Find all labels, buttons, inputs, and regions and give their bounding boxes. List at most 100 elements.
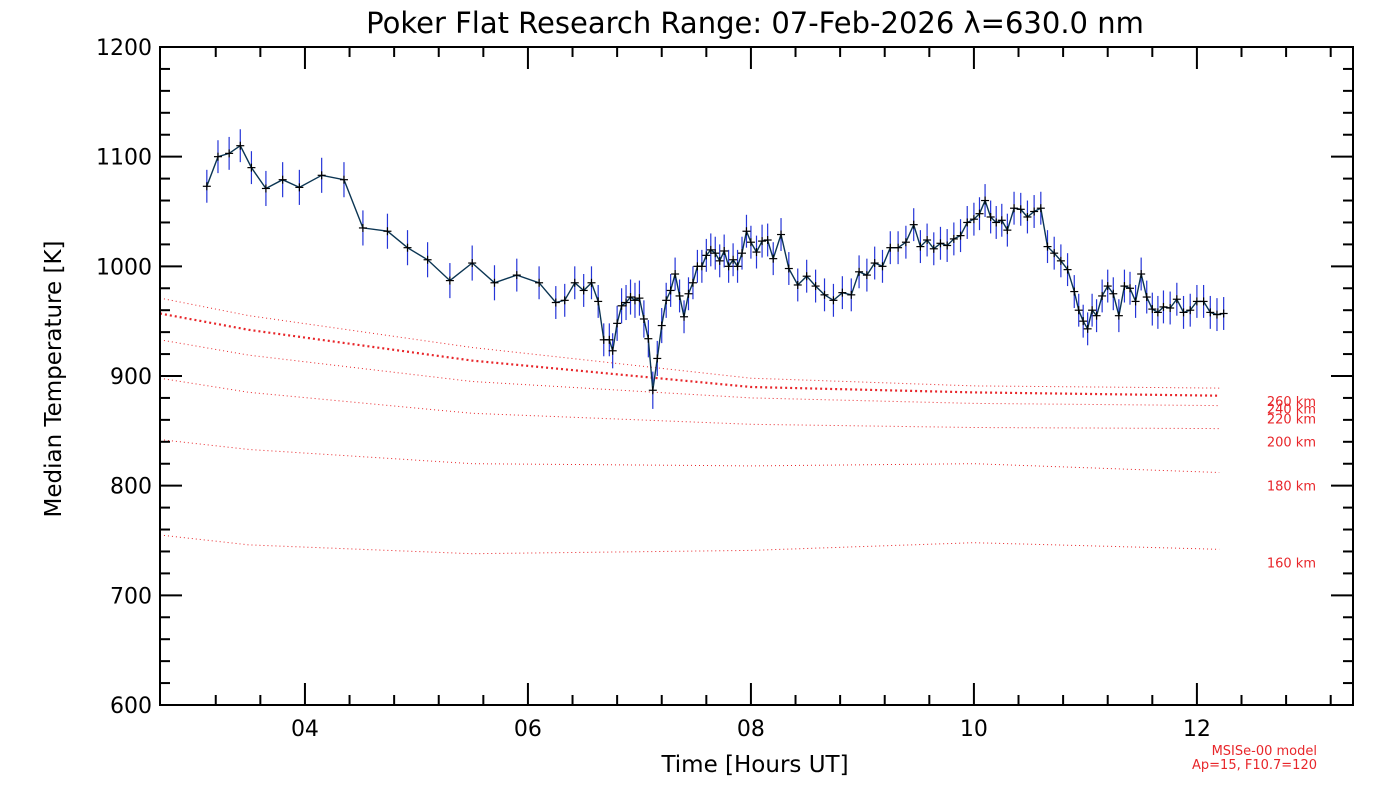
data-point — [247, 163, 256, 172]
data-point — [923, 236, 932, 245]
data-point — [784, 264, 793, 273]
data-point — [1126, 284, 1135, 293]
data-point — [1199, 297, 1208, 306]
data-point — [1219, 309, 1228, 318]
data-point — [697, 262, 706, 271]
y-tick-label: 900 — [110, 365, 152, 390]
data-point — [1142, 293, 1151, 302]
data-point — [1050, 249, 1059, 258]
axes: 600 700 800 900 1000 1100 1200 04 06 08 10 12 — [96, 36, 1354, 742]
data-point — [648, 386, 657, 395]
data-point — [1153, 308, 1162, 317]
data-point — [225, 149, 234, 158]
model-curve — [159, 312, 1220, 397]
data-point — [295, 183, 304, 192]
data-point — [1109, 289, 1118, 298]
data-point — [1120, 282, 1129, 291]
model-curve-label: 220 km — [1267, 413, 1316, 428]
data-point — [1088, 306, 1097, 315]
data-point — [829, 296, 838, 305]
model-note-line-1: MSISe-00 model — [1212, 744, 1317, 759]
x-tick-label: 08 — [737, 717, 765, 742]
model-curve-label: 180 km — [1267, 480, 1316, 495]
data-point — [702, 251, 711, 260]
data-point — [202, 182, 211, 191]
data-point — [1030, 207, 1039, 216]
y-tick-label: 600 — [110, 694, 152, 719]
data-point — [666, 286, 675, 295]
data-point — [715, 256, 724, 265]
data-point — [358, 223, 367, 232]
data-point — [733, 262, 742, 271]
data-point — [1074, 306, 1083, 315]
data-point — [963, 218, 972, 227]
data-point — [929, 244, 938, 253]
data-point — [671, 270, 680, 279]
data-point — [901, 238, 910, 247]
x-tick-label: 04 — [291, 717, 319, 742]
data-point — [886, 243, 895, 252]
data-point — [1172, 295, 1181, 304]
data-point — [1098, 291, 1107, 300]
data-point — [403, 243, 412, 252]
data-point — [729, 255, 738, 264]
data-point — [1159, 302, 1168, 311]
data-point — [639, 314, 648, 323]
data-point — [855, 267, 864, 276]
data-point — [916, 242, 925, 251]
data-point — [1079, 317, 1088, 326]
y-tick-label: 700 — [110, 584, 152, 609]
data-point — [894, 243, 903, 252]
data-point — [1043, 242, 1052, 251]
data-point — [738, 249, 747, 258]
data-point — [847, 290, 856, 299]
data-point — [763, 236, 772, 245]
x-axis-label: Time [Hours UT] — [660, 752, 848, 778]
model-curve — [159, 439, 1220, 473]
data-point — [1010, 204, 1019, 213]
data-point — [777, 230, 786, 239]
data-point — [490, 278, 499, 287]
data-point — [862, 271, 871, 280]
data-point — [975, 209, 984, 218]
data-point — [720, 246, 729, 255]
data-point — [213, 152, 222, 161]
data-point — [811, 282, 820, 291]
data-point — [992, 218, 1001, 227]
model-curve — [159, 297, 1220, 389]
data-point — [657, 321, 666, 330]
data-point — [236, 141, 245, 150]
data-point — [1003, 226, 1012, 235]
data-point — [1023, 212, 1032, 221]
data-point — [617, 301, 626, 310]
data-point — [626, 293, 635, 302]
data-point — [820, 290, 829, 299]
data-point — [936, 239, 945, 248]
data-point — [512, 271, 521, 280]
data-point — [752, 248, 761, 257]
data-point — [551, 298, 560, 307]
y-tick-label: 1100 — [96, 146, 152, 171]
data-point — [1114, 311, 1123, 320]
data-point — [622, 298, 631, 307]
data-point — [594, 297, 603, 306]
model-curve — [159, 377, 1220, 430]
y-tick-label: 1200 — [96, 36, 152, 61]
y-tick-label: 800 — [110, 475, 152, 500]
data-point — [605, 335, 614, 344]
plot-frame — [159, 46, 1354, 706]
data-point — [769, 254, 778, 263]
data-point — [684, 289, 693, 298]
data-point — [1070, 287, 1079, 296]
data-point — [560, 296, 569, 305]
data-point — [423, 255, 432, 264]
data-point — [758, 237, 767, 246]
data-point — [981, 196, 990, 205]
data-point — [675, 291, 684, 300]
data-point — [644, 334, 653, 343]
data-point — [949, 234, 958, 243]
data-point — [724, 262, 733, 271]
data-point — [662, 296, 671, 305]
